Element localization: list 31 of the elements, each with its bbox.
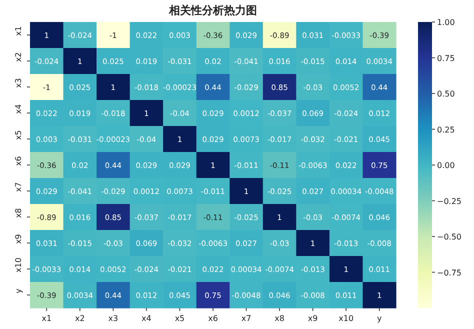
x-tick-label: x8 xyxy=(274,314,284,323)
color-bar-label: 0.75 xyxy=(437,54,455,63)
x-tick-label: x7 xyxy=(241,314,252,323)
x-tick-label: y xyxy=(376,314,382,323)
y-tick-label: x6 xyxy=(14,156,23,166)
x-tick-label: x4 xyxy=(142,314,152,323)
y-tick-label: x5 xyxy=(14,130,23,140)
x-tick-label: x5 xyxy=(174,314,185,323)
color-bar-label: −0.75 xyxy=(437,268,462,278)
y-tick-label: x9 xyxy=(14,234,23,244)
color-bar-label: −0.25 xyxy=(437,196,462,206)
x-tick-label: x6 xyxy=(208,314,218,323)
y-tick-label: x7 xyxy=(14,182,23,192)
x-tick-label: x3 xyxy=(108,314,118,323)
color-bar-label: 0.50 xyxy=(437,90,455,98)
y-tick-label: x2 xyxy=(14,52,23,62)
color-bar-label: 0.00 xyxy=(437,161,455,170)
y-tick-label: x8 xyxy=(14,208,23,218)
x-tick-label: x1 xyxy=(42,314,52,323)
color-bar-label: 1.00 xyxy=(437,18,455,27)
y-tick-label: x4 xyxy=(14,104,23,114)
y-tick-label: y xyxy=(14,288,23,294)
color-bar-label: −0.50 xyxy=(437,232,462,242)
x-tick-label: x2 xyxy=(74,314,85,323)
x-tick-label: x10 xyxy=(338,314,354,323)
x-tick-label: x9 xyxy=(308,314,318,323)
y-tick-label: x1 xyxy=(14,26,23,36)
chart-title: 相关性分析热力图 xyxy=(168,4,257,17)
y-tick-label: x10 xyxy=(14,258,23,272)
y-tick-label: x3 xyxy=(14,78,23,88)
color-bar-label: 0.25 xyxy=(437,125,455,134)
